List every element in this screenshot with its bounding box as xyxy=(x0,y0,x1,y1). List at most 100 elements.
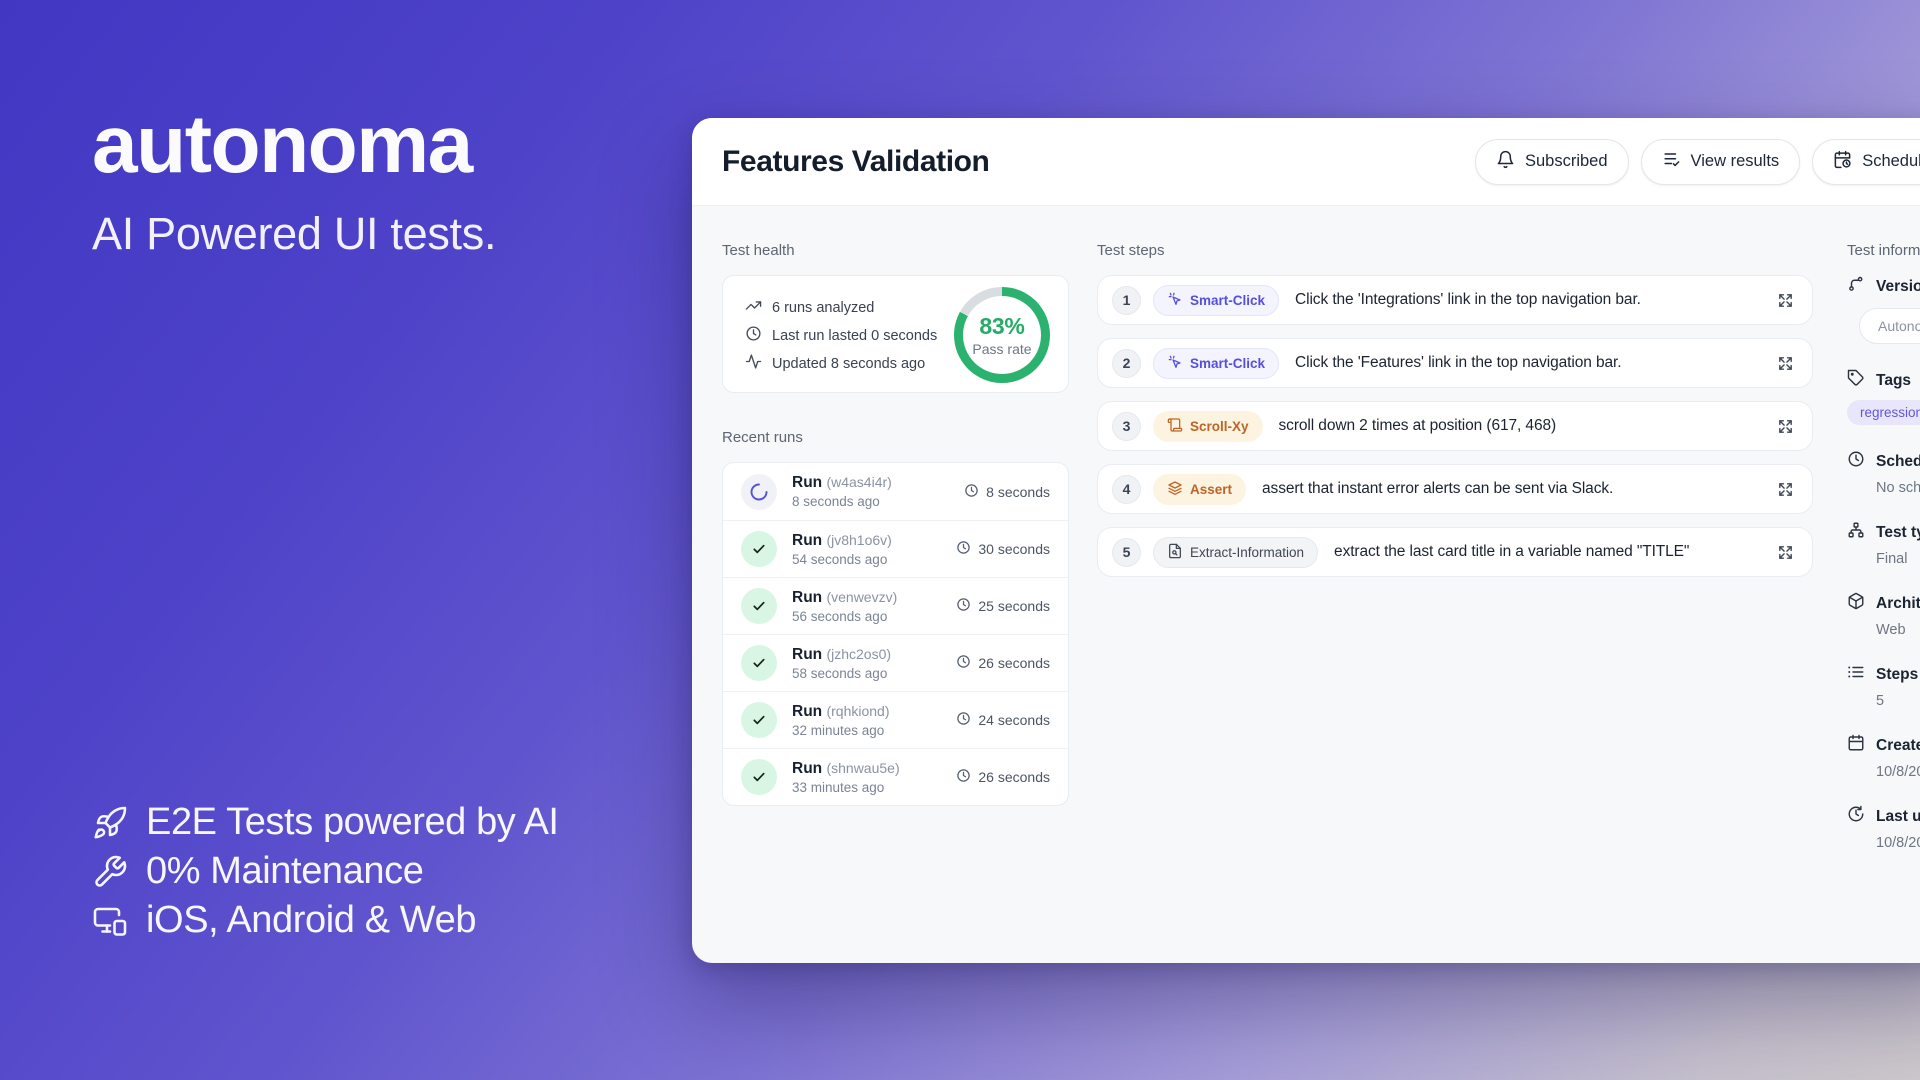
view-results-button[interactable]: View results xyxy=(1640,138,1801,185)
run-duration: 26 seconds xyxy=(956,768,1050,786)
check-icon xyxy=(741,588,777,624)
feature-list: E2E Tests powered by AI 0% Maintenance i… xyxy=(92,798,559,945)
calendar-icon xyxy=(1847,734,1865,757)
subscribed-button[interactable]: Subscribed xyxy=(1474,138,1629,185)
tag-icon xyxy=(1847,369,1865,392)
step-description: Click the 'Integrations' link in the top… xyxy=(1295,291,1641,308)
bell-icon xyxy=(1496,150,1515,174)
step-type-badge: Scroll-Xy xyxy=(1153,410,1263,442)
test-step-row[interactable]: 3 Scroll-Xy scroll down 2 times at posit… xyxy=(1097,401,1813,451)
run-name: Run (jv8h1o6v) xyxy=(792,531,892,549)
run-row[interactable]: Run (shnwau5e) 33 minutes ago 26 seconds xyxy=(723,748,1068,805)
run-row[interactable]: Run (jzhc2os0) 58 seconds ago 26 seconds xyxy=(723,634,1068,691)
expand-icon[interactable] xyxy=(1777,292,1794,309)
run-name: Run (rqhkiond) xyxy=(792,702,890,720)
button-label: View results xyxy=(1690,152,1780,170)
run-id: (rqhkiond) xyxy=(826,702,890,719)
run-id: (jzhc2os0) xyxy=(826,645,892,662)
schedule-button[interactable]: Schedule xyxy=(1812,138,1920,185)
run-name: Run (w4as4i4r) xyxy=(792,474,892,491)
feature-label: E2E Tests powered by AI xyxy=(146,801,559,843)
check-icon xyxy=(741,531,777,567)
expand-icon[interactable] xyxy=(1777,544,1794,561)
window-body: Test health 6 runs analyzed Last run las… xyxy=(692,206,1920,876)
step-description: extract the last card title in a variabl… xyxy=(1334,543,1690,560)
wrench-icon xyxy=(92,854,128,890)
run-duration: 8 seconds xyxy=(964,483,1050,501)
clock-icon xyxy=(956,711,971,729)
run-time: 58 seconds ago xyxy=(792,665,888,681)
section-label-test-information: Test information xyxy=(1847,242,1920,259)
section-label-test-steps: Test steps xyxy=(1097,242,1165,259)
run-duration: 30 seconds xyxy=(956,540,1050,558)
info-value: Final xyxy=(1876,551,1908,567)
page-title: Features Validation xyxy=(722,144,990,178)
step-type-badge: Smart-Click xyxy=(1153,347,1280,379)
devices-icon xyxy=(92,903,128,939)
health-stat-label: Updated 8 seconds ago xyxy=(772,355,926,372)
tag-chip: regression xyxy=(1847,400,1920,425)
brand-tagline: AI Powered UI tests. xyxy=(92,208,497,259)
step-number: 5 xyxy=(1112,537,1141,567)
expand-icon[interactable] xyxy=(1777,481,1794,498)
test-step-row[interactable]: 4 Assert assert that instant error alert… xyxy=(1097,464,1813,514)
run-duration: 25 seconds xyxy=(956,597,1050,615)
trending-up-icon xyxy=(745,297,762,318)
run-row[interactable]: Run (jv8h1o6v) 54 seconds ago 30 seconds xyxy=(723,520,1068,577)
run-id: (shnwau5e) xyxy=(826,759,900,776)
info-item-last-updated: Last updated 10/8/2025 xyxy=(1847,805,1920,851)
health-stat-label: Last run lasted 0 seconds xyxy=(772,327,938,344)
clock-icon xyxy=(956,768,971,786)
info-value: No schedule xyxy=(1876,480,1920,496)
info-item-tags: Tags regression xyxy=(1847,369,1920,425)
clock-icon xyxy=(745,325,762,346)
header-actions: Subscribed View results Schedule xyxy=(1474,138,1920,185)
health-stat: 6 runs analyzed xyxy=(745,297,1046,318)
run-row[interactable]: Run (w4as4i4r) 8 seconds ago 8 seconds xyxy=(723,463,1068,520)
pass-rate-value: 83% xyxy=(979,313,1025,339)
file-search-icon xyxy=(1167,543,1183,562)
steps-icon xyxy=(1847,663,1865,686)
steps-column: Test steps 1 Smart-Click Click the 'Inte… xyxy=(1097,206,1813,590)
run-row[interactable]: Run (rqhkiond) 32 minutes ago 24 seconds xyxy=(723,691,1068,748)
section-label-recent-runs: Recent runs xyxy=(722,429,803,446)
expand-icon[interactable] xyxy=(1777,418,1794,435)
scroll-icon xyxy=(1167,417,1183,436)
run-time: 32 minutes ago xyxy=(792,722,885,738)
step-number: 2 xyxy=(1112,348,1141,378)
list-check-icon xyxy=(1662,150,1681,174)
run-name: Run (shnwau5e) xyxy=(792,759,900,777)
test-step-row[interactable]: 5 Extract-Information extract the last c… xyxy=(1097,527,1813,577)
info-item-created: Created 10/8/2025 xyxy=(1847,734,1920,780)
feature-item: iOS, Android & Web xyxy=(92,896,559,945)
health-stat: Updated 8 seconds ago xyxy=(745,353,1046,374)
button-label: Subscribed xyxy=(1524,152,1608,170)
feature-label: iOS, Android & Web xyxy=(146,899,477,941)
step-type-badge: Extract-Information xyxy=(1153,536,1319,568)
expand-icon[interactable] xyxy=(1777,355,1794,372)
version-select[interactable]: Autonoma xyxy=(1859,308,1920,344)
health-stat: Last run lasted 0 seconds xyxy=(745,325,1046,346)
clock-icon xyxy=(1847,450,1865,473)
button-label: Schedule xyxy=(1862,152,1920,170)
activity-icon xyxy=(745,353,762,374)
info-item-schedule: Schedule No schedule xyxy=(1847,450,1920,496)
test-step-row[interactable]: 2 Smart-Click Click the 'Features' link … xyxy=(1097,338,1813,388)
test-type-icon xyxy=(1847,521,1865,544)
run-row[interactable]: Run (venwevzv) 56 seconds ago 25 seconds xyxy=(723,577,1068,634)
run-time: 56 seconds ago xyxy=(792,608,888,624)
info-item-test-type: Test type Final xyxy=(1847,521,1920,567)
architecture-icon xyxy=(1847,592,1865,615)
version-icon xyxy=(1847,275,1865,298)
step-number: 4 xyxy=(1112,474,1141,504)
run-duration: 24 seconds xyxy=(956,711,1050,729)
rocket-icon xyxy=(92,805,128,841)
clock-icon xyxy=(956,540,971,558)
check-icon xyxy=(741,759,777,795)
test-step-row[interactable]: 1 Smart-Click Click the 'Integrations' l… xyxy=(1097,275,1813,325)
recent-runs-card: Run (w4as4i4r) 8 seconds ago 8 seconds R… xyxy=(722,462,1069,806)
info-item-architecture: Architecture Web xyxy=(1847,592,1920,638)
step-type-badge: Assert xyxy=(1153,473,1247,505)
window-header: Features Validation Subscribed View resu… xyxy=(692,118,1920,206)
